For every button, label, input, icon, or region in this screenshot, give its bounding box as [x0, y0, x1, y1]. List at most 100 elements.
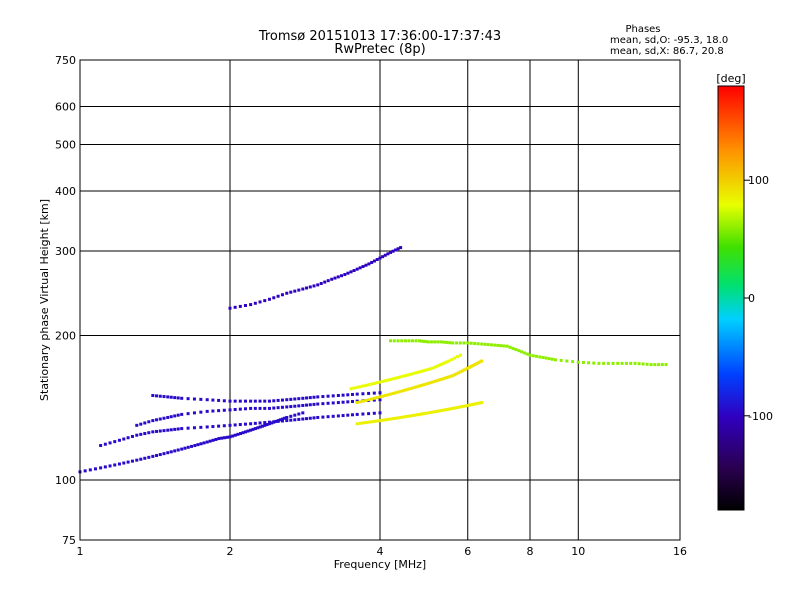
data-point — [155, 429, 159, 433]
data-point — [147, 431, 151, 435]
data-point — [244, 430, 248, 434]
data-point — [176, 413, 180, 417]
data-point — [447, 359, 451, 363]
data-point — [243, 304, 247, 308]
data-point — [280, 419, 284, 423]
data-point — [346, 393, 350, 397]
data-point — [378, 380, 382, 384]
data-point — [190, 444, 194, 448]
colorbar-tick-label: 0 — [748, 292, 755, 305]
data-point — [581, 360, 585, 364]
data-point — [326, 279, 330, 283]
data-point — [378, 398, 382, 402]
data-point — [457, 405, 461, 409]
data-point — [422, 412, 426, 416]
data-point — [358, 266, 362, 270]
data-point — [336, 275, 340, 279]
data-points — [78, 246, 668, 474]
data-point — [263, 423, 267, 427]
data-point — [469, 341, 473, 345]
data-point — [361, 399, 365, 403]
data-point — [205, 409, 209, 413]
data-point — [641, 362, 645, 366]
data-point — [126, 436, 130, 440]
data-point — [396, 416, 400, 420]
data-point — [428, 367, 432, 371]
data-point — [272, 399, 276, 403]
data-point — [451, 374, 455, 378]
data-point — [401, 415, 405, 419]
stats-x-line: mean, sd,X: 86.7, 20.8 — [610, 46, 724, 57]
data-point — [278, 418, 282, 422]
data-point — [243, 422, 247, 426]
data-point — [263, 421, 267, 425]
data-point — [386, 378, 390, 382]
data-point — [367, 391, 371, 395]
data-point — [321, 395, 325, 399]
data-point — [222, 436, 226, 440]
colorbar-label: [deg] — [716, 72, 745, 85]
data-point — [258, 406, 262, 410]
y-tick-label: 400 — [55, 185, 76, 198]
data-point — [456, 355, 460, 359]
data-point — [422, 339, 426, 343]
data-point — [319, 281, 323, 285]
data-point — [372, 398, 376, 402]
data-point — [415, 371, 419, 375]
data-point — [346, 400, 350, 404]
data-point — [367, 398, 371, 402]
data-point — [228, 435, 232, 439]
data-point — [611, 361, 615, 365]
data-point — [458, 341, 462, 345]
data-point — [350, 413, 354, 417]
data-point — [352, 268, 356, 272]
data-point — [214, 437, 218, 441]
data-point — [383, 379, 387, 383]
data-point — [462, 404, 466, 408]
data-point — [222, 399, 226, 403]
data-point — [443, 408, 447, 412]
data-point — [437, 409, 441, 413]
data-point — [341, 400, 345, 404]
data-point — [389, 392, 393, 396]
data-point — [375, 258, 379, 262]
data-point — [493, 343, 497, 347]
data-point — [433, 340, 437, 344]
data-point — [378, 419, 382, 423]
data-point — [455, 341, 459, 345]
data-point — [233, 423, 237, 427]
data-point — [364, 421, 368, 425]
data-point — [155, 418, 159, 422]
data-point — [169, 450, 173, 454]
data-point — [389, 417, 393, 421]
data-point — [192, 411, 196, 415]
data-point — [199, 410, 203, 414]
data-point — [396, 390, 400, 394]
data-point — [437, 363, 441, 367]
data-point — [355, 392, 359, 396]
data-point — [361, 421, 365, 425]
data-point — [143, 456, 147, 460]
data-point — [285, 415, 289, 419]
data-point — [476, 361, 480, 365]
data-point — [276, 398, 280, 402]
data-point — [388, 377, 392, 381]
data-point — [439, 340, 443, 344]
data-point — [511, 346, 515, 350]
data-point — [169, 415, 173, 419]
data-point — [238, 407, 242, 411]
data-point — [355, 401, 359, 405]
data-point — [297, 397, 301, 401]
data-point — [525, 352, 529, 356]
data-point — [445, 376, 449, 380]
y-ticks: 75 100 200 300 400 500 600 750 — [55, 54, 76, 547]
data-point — [173, 427, 177, 431]
data-point — [420, 412, 424, 416]
data-point — [372, 391, 376, 395]
data-point — [629, 361, 633, 365]
chart-subtitle: RwPretec (8p) — [334, 42, 425, 57]
data-point — [249, 428, 253, 432]
data-point — [312, 416, 316, 420]
data-point — [166, 451, 170, 455]
data-point — [431, 366, 435, 370]
